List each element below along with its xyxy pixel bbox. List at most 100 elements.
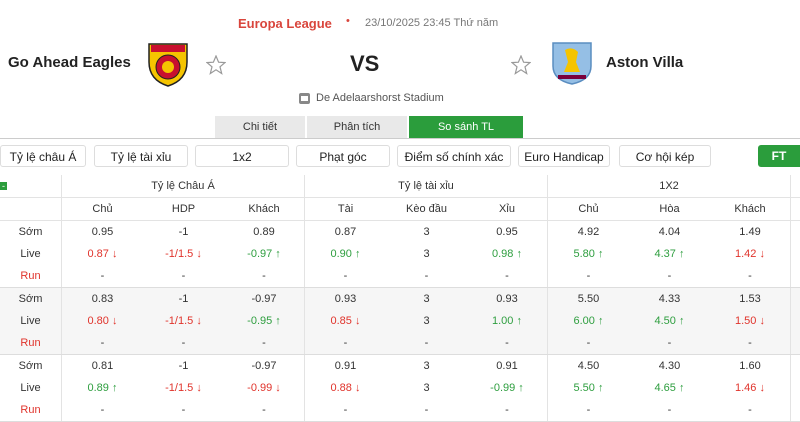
odds-cell: - [424,270,429,282]
odds-cell: -1/1.5 [143,243,224,265]
odds-cell: 1.00 [467,310,548,332]
column-header: Khách [224,198,305,220]
row-label: Live [0,377,62,399]
odds-cell: 1.42 [710,243,791,265]
filter-button[interactable]: Tỷ lệ châu Á [0,145,86,167]
odds-cell: 1.49 [710,221,791,243]
odds-cell: - [181,270,186,282]
odds-cell: 0.81 [91,360,114,372]
odds-cell: 0.91 [334,360,357,372]
tab[interactable]: So sánh TL [409,116,523,138]
row-label: Sớm [0,288,62,310]
match-datetime: 23/10/2025 23:45 Thứ năm [365,17,499,29]
row-label: Live [0,310,62,332]
odds-row: Sớm 0.83 -1 -0.97 0.93 3 0.93 5.50 4.33 1.53 [0,288,800,310]
odds-cell: 0.95 [91,226,114,238]
separator: • [346,15,350,27]
odds-cell: 3 [423,315,430,327]
odds-cell: 0.80 [62,310,143,332]
odds-cell: - [710,332,791,354]
body: Europa League • 23/10/2025 23:45 Thứ năm… [0,0,800,400]
tab[interactable]: Phân tích [307,116,407,138]
odds-cell: - [467,332,548,354]
odds-cell: 1.60 [710,355,791,377]
odds-cell: 1.46 [710,377,791,399]
odds-cell: -0.99 [467,377,548,399]
odds-cell: - [586,404,591,416]
column-header: Kèo đầu [406,203,447,215]
row-label: Run [0,399,62,421]
row-label: Run [0,332,62,354]
odds-cell: - [224,399,305,421]
odds-cell: 0.87 [62,243,143,265]
odds-cell: 6.00 [548,310,629,332]
filter-button[interactable]: Phạt góc [296,145,390,167]
favorite-star[interactable] [511,55,531,75]
row-label-header [0,198,62,220]
tab[interactable]: Chi tiết [215,116,305,138]
group-header-row: - Tỷ lệ Châu Á Tỷ lệ tài xỉu 1X2 [0,175,800,198]
odds-cell: - [667,404,672,416]
odds-cell: -1 [178,226,189,238]
filter-button[interactable]: Tỷ lệ tài xỉu [94,145,188,167]
odds-cell: -0.97 [224,355,305,377]
odds-cell: 4.92 [577,226,600,238]
home-team[interactable]: Go Ahead Eagles [8,54,131,71]
column-header: Chủ [578,203,599,215]
column-header: Chủ [92,203,113,215]
odds-cell: - [667,337,672,349]
odds-row: Run - - - - - - - - - [0,265,800,287]
odds-cell: -0.97 [224,243,305,265]
odds-cell: 4.33 [658,293,681,305]
odds-cell: - [710,399,791,421]
competition[interactable]: Europa League [238,16,332,31]
group-header: Tỷ lệ tài xỉu [305,175,548,197]
collapse-toggle[interactable]: - [0,181,7,192]
odds-row: Sớm 0.81 -1 -0.97 0.91 3 0.91 4.50 4.30 1.60 [0,355,800,377]
odds-row: Run - - - - - - - - - [0,399,800,421]
odds-cell: 5.50 [577,293,600,305]
toggle-cell: - [0,175,62,197]
odds-cell: - [467,399,548,421]
odds-cell: - [424,404,429,416]
column-header: HDP [171,203,196,215]
page: Match comparison {"header": {"competitio… [0,0,800,400]
odds-cell: 4.04 [658,226,681,238]
filter-button[interactable]: 1x2 [195,145,289,167]
filter-button[interactable]: Cơ hội kép [619,145,711,167]
odds-cell: -1/1.5 [143,377,224,399]
group-header: 1X2 [548,175,791,197]
odds-cell: 1.50 [710,310,791,332]
filter-button[interactable]: Điểm số chính xác [397,145,511,167]
odds-cell: 0.88 [305,377,386,399]
odds-cell: 4.30 [658,360,681,372]
away-team[interactable]: Aston Villa [606,54,684,71]
favorite-star[interactable] [206,55,226,75]
odds-cell: 0.90 [305,243,386,265]
odds-cell: 3 [423,360,430,372]
odds-cell: 0.83 [91,293,114,305]
odds-cell: - [343,270,348,282]
odds-cell: - [667,270,672,282]
filter-button[interactable]: Euro Handicap [518,145,610,167]
odds-cell: 4.65 [629,377,710,399]
home-logo [148,43,188,87]
odds-cell: - [181,404,186,416]
odds-cell: 3 [423,293,430,305]
odds-cell: -1 [178,360,189,372]
odds-cell: - [224,332,305,354]
period-button[interactable]: FT [758,145,800,167]
odds-cell: 0.89 [62,377,143,399]
odds-cell: - [467,265,548,287]
column-header: Khách [710,198,791,220]
odds-cell: 5.80 [548,243,629,265]
odds-cell: - [181,337,186,349]
odds-block: Sớm 0.83 -1 -0.97 0.93 3 0.93 5.50 4.33 1.53 Live 0… [0,288,800,355]
odds-cell: 4.37 [629,243,710,265]
group-header: Tỷ lệ Châu Á [62,175,305,197]
odds-cell: - [424,337,429,349]
odds-table: - Tỷ lệ Châu Á Tỷ lệ tài xỉu 1X2 Chủ HDP Khách… [0,175,800,422]
odds-cell: 0.85 [305,310,386,332]
